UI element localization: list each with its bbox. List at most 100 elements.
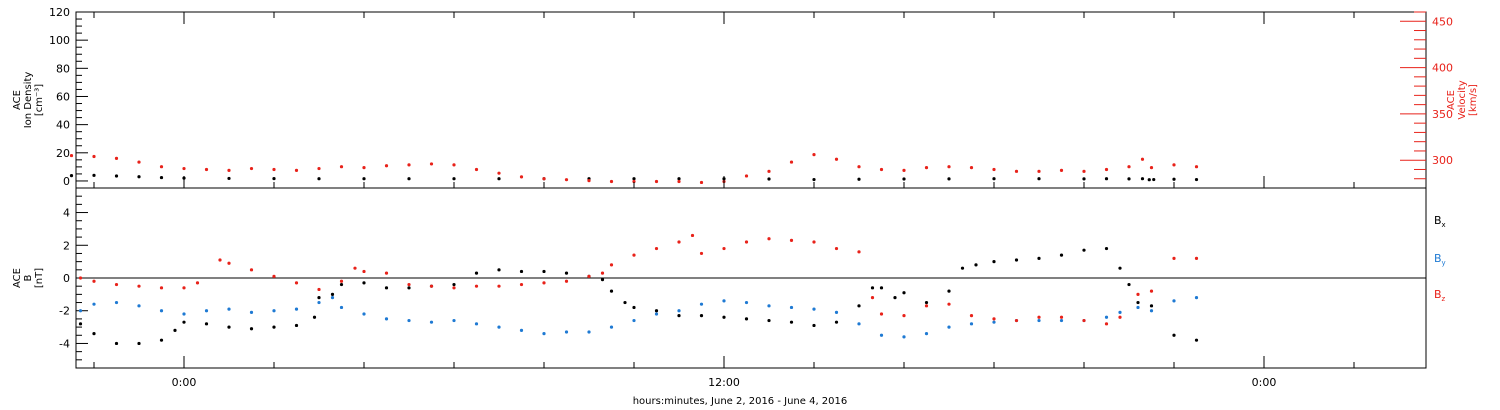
field-point [1149,289,1154,293]
field-point [452,282,456,287]
field-point [330,292,335,296]
field-axis-title-line: [nT] [34,268,45,288]
field-point [1118,315,1122,319]
field-point [542,332,546,336]
field-point [857,304,861,308]
density-point [452,177,456,181]
field-point [992,317,996,321]
density-point [947,177,951,181]
field-point [474,322,479,326]
field-point [339,282,344,287]
field-point [947,289,951,293]
field-point [632,318,636,323]
field-point [542,269,546,274]
velocity-point [587,178,591,183]
field-point [407,286,411,290]
velocity-point [564,178,569,182]
field-point [114,282,119,287]
velocity-point [159,165,164,169]
field-point [870,296,875,300]
field-point [159,338,164,342]
x-axis-label: hours:minutes, June 2, 2016 - June 4, 20… [633,396,848,407]
density-axis-title: ACEIon Density[cm⁻³] [12,72,45,129]
field-point [699,251,704,256]
field-point [879,333,884,337]
field-point [330,296,335,300]
density-point [362,177,366,181]
field-point [677,314,681,318]
field-point [519,282,524,287]
field-point [474,284,479,288]
field-point [92,302,96,306]
field-point [182,286,186,290]
density-point [632,177,636,181]
field-point [1127,282,1131,287]
field-point [272,274,276,278]
velocity-point [699,180,704,185]
field-point [587,274,591,278]
velocity-point [1140,157,1145,161]
legend-entry-label: B [1434,214,1442,227]
velocity-point [114,156,119,160]
density-tick-label: 120 [49,6,70,19]
field-point [960,266,965,270]
velocity-point [902,168,906,172]
field-point [587,330,591,334]
density-point [1104,177,1109,181]
velocity-point [992,167,996,172]
field-point [339,305,344,310]
density-point [1140,177,1145,181]
field-point [1149,304,1154,308]
field-point [294,323,299,328]
density-tick-label: 20 [56,147,70,160]
velocity-point [1149,166,1154,170]
density-point [227,176,231,181]
field-point [1136,292,1140,296]
velocity-point [204,167,209,172]
field-point [429,284,434,288]
field-point [654,312,659,316]
field-point [1149,309,1154,313]
field-point [893,296,897,300]
field-point [812,240,816,244]
field-point [272,309,276,313]
velocity-point [1127,165,1131,169]
density-point [69,174,74,178]
field-point [1059,315,1064,319]
velocity-point [857,165,861,169]
field-point [78,322,83,326]
velocity-tick-label: 300 [1432,154,1453,167]
density-point [92,173,96,177]
density-axis-title-line: Ion Density [23,72,34,129]
density-point [1152,177,1156,182]
velocity-point [137,160,141,164]
velocity-point [1037,169,1041,173]
field-point [857,250,861,254]
field-axis-title-line: ACE [12,268,23,288]
field-point [519,328,524,332]
field-point [227,261,231,265]
velocity-point [1059,168,1064,172]
field-point [173,328,177,332]
field-point [218,258,222,262]
legend-entry-label: B [1434,288,1442,301]
field-tick-label: 0 [63,272,70,285]
field-point [362,269,366,274]
field-point [834,320,839,324]
x-tick-label: 0:00 [1252,376,1277,389]
velocity-point [407,163,411,167]
density-tick-label: 0 [63,175,70,188]
field-point [1037,256,1041,260]
field-point [1118,310,1122,314]
velocity-point [924,166,929,170]
field-point [384,271,389,275]
velocity-point [182,166,186,171]
field-point [924,332,929,336]
field-point [654,246,659,251]
velocity-point [429,162,434,166]
density-point [159,175,164,180]
field-point [600,271,605,275]
field-point [137,341,141,346]
density-point [767,177,771,181]
